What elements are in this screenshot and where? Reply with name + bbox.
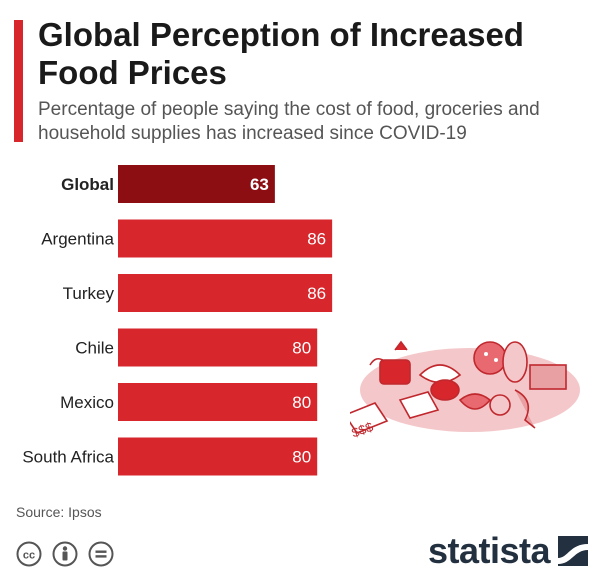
no-derivatives-icon[interactable]: [88, 541, 114, 567]
category-label: Mexico: [60, 393, 114, 412]
bar-argentina: [118, 219, 333, 258]
bar-turkey: [118, 274, 333, 312]
value-label: 80: [292, 448, 311, 467]
svg-text:cc: cc: [23, 550, 35, 562]
source-note: Source: Ipsos: [16, 504, 102, 520]
attribution-icon[interactable]: [52, 541, 78, 567]
value-label: 86: [307, 284, 326, 303]
category-label: South Africa: [22, 448, 114, 467]
category-label: Turkey: [63, 284, 115, 303]
svg-text:$$$: $$$: [350, 419, 376, 441]
bar-global: [118, 165, 275, 203]
category-label: Argentina: [41, 230, 114, 249]
chart-subtitle: Percentage of people saying the cost of …: [38, 99, 540, 144]
chart-title: Global Perception of Increased Food Pric…: [38, 16, 524, 91]
category-label: Chile: [75, 339, 114, 358]
bar-chile: [118, 328, 318, 367]
statista-logo-icon: [558, 536, 589, 566]
value-label: 80: [292, 339, 311, 358]
statista-brand[interactable]: statista: [428, 530, 589, 572]
cc-icon[interactable]: cc: [16, 541, 42, 567]
bar-chart: Global 63 Argentina 86 Turkey 86 Chile 80 Mexico…: [22, 165, 333, 476]
value-label: 63: [250, 175, 269, 194]
category-label: Global: [61, 175, 114, 194]
accent-bar: [14, 20, 23, 142]
food-illustration-icon: $$$: [350, 340, 580, 441]
value-label: 80: [292, 393, 311, 412]
brand-name: statista: [428, 530, 551, 571]
bar-south-africa: [118, 437, 318, 476]
bar-mexico: [118, 383, 318, 421]
value-label: 86: [307, 230, 326, 249]
